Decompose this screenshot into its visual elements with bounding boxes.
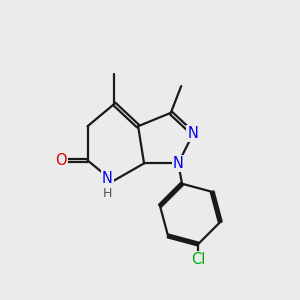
Text: N: N	[188, 126, 199, 141]
Text: O: O	[55, 153, 67, 168]
Text: Cl: Cl	[191, 252, 206, 267]
Text: H: H	[103, 187, 112, 200]
Text: N: N	[173, 156, 184, 171]
Text: N: N	[102, 171, 113, 186]
